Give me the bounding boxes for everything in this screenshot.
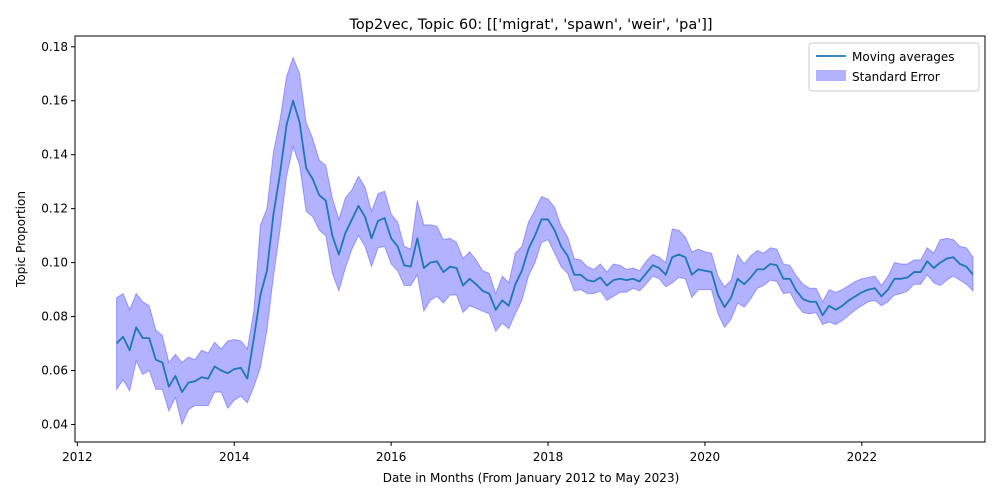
- y-tick-label: 0.12: [41, 202, 68, 216]
- legend-band-swatch: [816, 70, 846, 81]
- legend: Moving averages Standard Error: [808, 42, 980, 92]
- y-tick-label: 0.18: [41, 40, 68, 54]
- x-tick-label: 2016: [376, 450, 407, 464]
- x-axis: 2012 2014 2016 2018 2020 2022: [62, 442, 877, 464]
- x-axis-label: Date in Months (From January 2012 to May…: [383, 471, 680, 485]
- y-tick-label: 0.06: [41, 364, 68, 378]
- y-tick-label: 0.14: [41, 148, 68, 162]
- legend-label-moving-averages: Moving averages: [852, 50, 955, 64]
- y-axis: 0.04 0.06 0.08 0.10 0.12 0.14 0.16 0.18: [41, 40, 75, 431]
- legend-box: [808, 42, 980, 92]
- moving-averages-line: [115, 99, 974, 393]
- y-tick-label: 0.10: [41, 256, 68, 270]
- x-tick-label: 2022: [847, 450, 878, 464]
- x-tick-label: 2014: [219, 450, 250, 464]
- x-tick-label: 2020: [690, 450, 721, 464]
- chart-title: Top2vec, Topic 60: [['migrat', 'spawn', …: [348, 17, 712, 33]
- y-tick-label: 0.08: [41, 310, 68, 324]
- plot-area: [115, 56, 974, 427]
- x-tick-label: 2012: [62, 450, 93, 464]
- y-tick-label: 0.16: [41, 94, 68, 108]
- y-axis-label: Topic Proportion: [14, 191, 28, 288]
- axes-frame: [74, 35, 986, 443]
- x-tick-label: 2018: [533, 450, 564, 464]
- standard-error-band: [116, 56, 974, 427]
- y-tick-label: 0.04: [41, 417, 68, 431]
- legend-label-standard-error: Standard Error: [852, 70, 940, 84]
